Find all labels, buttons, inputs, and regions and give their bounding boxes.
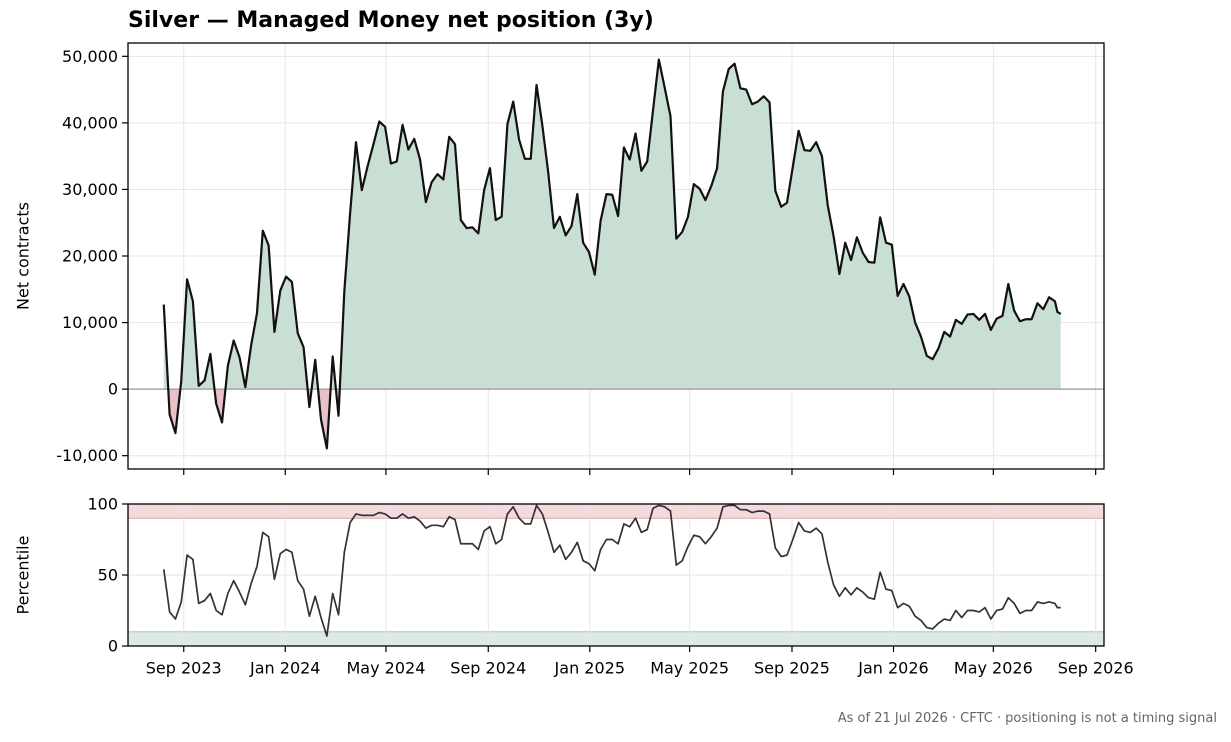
- y-tick-label: 40,000: [62, 113, 118, 132]
- band-low: [128, 631, 1104, 646]
- y-axis-label: Percentile: [14, 536, 33, 615]
- y-tick-label: 50: [98, 566, 118, 585]
- x-tick-label: May 2025: [650, 659, 729, 678]
- y-tick-label: 20,000: [62, 247, 118, 266]
- footnote: As of 21 Jul 2026 · CFTC · positioning i…: [837, 711, 1217, 726]
- band-high: [128, 504, 1104, 519]
- y-tick-label: 30,000: [62, 180, 118, 199]
- net-position-panel: -10,000 0 10,000 20,000 30,000 40,000 50,000 Ne…: [14, 42, 1105, 475]
- percentile-panel: 0 50 100 Sep 2023 Jan 2024 May 2024 Sep 2024 Ja…: [14, 495, 1134, 678]
- net-position-line: [162, 58, 1062, 450]
- area-fill-positive: [163, 59, 1061, 390]
- x-tick-label: Sep 2026: [1058, 659, 1134, 678]
- y-tick-label: 100: [87, 495, 118, 514]
- x-tick-label: May 2026: [954, 659, 1033, 678]
- y-axis-label: Net contracts: [14, 202, 33, 310]
- y-tick-label: 50,000: [62, 47, 118, 66]
- percentile-line: [162, 504, 1061, 637]
- x-tick-label: Sep 2024: [450, 659, 526, 678]
- y-tick-label: 0: [108, 380, 118, 399]
- y-tick-label: 0: [108, 637, 118, 656]
- x-tick-label: Sep 2023: [146, 659, 222, 678]
- x-tick-label: Jan 2024: [249, 659, 320, 678]
- chart-title: Silver — Managed Money net position (3y): [128, 8, 654, 33]
- x-tick-label: Jan 2026: [857, 659, 928, 678]
- y-tick-label: -10,000: [56, 446, 118, 465]
- x-tick-label: Jan 2025: [554, 659, 625, 678]
- x-tick-label: May 2024: [346, 659, 425, 678]
- y-tick-label: 10,000: [62, 313, 118, 332]
- x-tick-label: Sep 2025: [754, 659, 830, 678]
